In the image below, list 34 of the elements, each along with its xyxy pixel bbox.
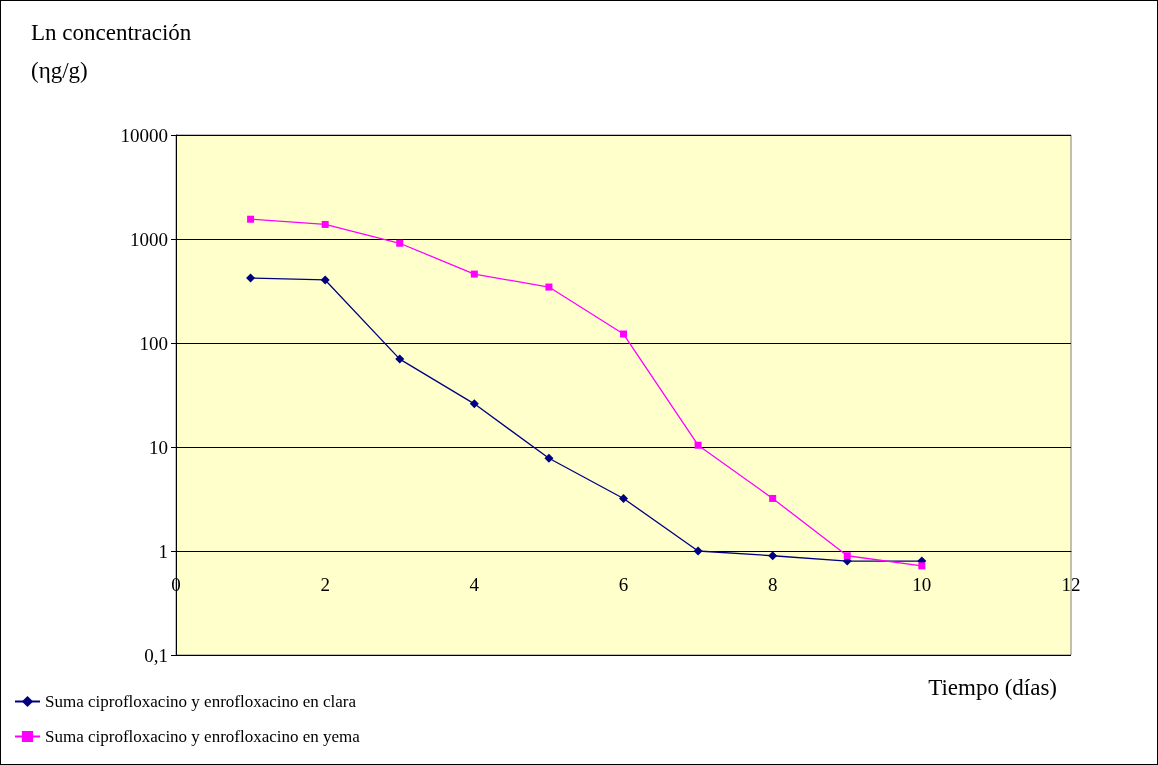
point: [694, 441, 702, 449]
x-tick-label: 8: [767, 574, 778, 595]
point: [545, 283, 553, 291]
point: [769, 494, 777, 502]
point: [320, 275, 330, 285]
point: [470, 270, 478, 278]
y-tick-label: 0,1: [144, 644, 168, 666]
point: [395, 354, 405, 364]
x-tick-label: 10: [912, 574, 932, 595]
legend-label: Suma ciprofloxacino y enrofloxacino en yema: [45, 727, 361, 746]
y-tick-label: 1: [158, 540, 168, 562]
x-tick-label: 4: [469, 574, 480, 595]
y-axis-title: Ln concentración (ηg/g): [31, 19, 198, 83]
point: [843, 552, 851, 560]
point: [246, 273, 256, 283]
point: [544, 453, 554, 463]
point: [768, 551, 778, 561]
x-tick-label: 6: [618, 574, 629, 595]
point: [619, 493, 628, 503]
x-tick-label: 2: [320, 574, 330, 595]
legend-label: Suma ciprofloxacino y enrofloxacino en clara: [45, 692, 357, 711]
y-tick-label: 10: [149, 436, 168, 458]
point: [693, 546, 703, 556]
y-tick-label: 10000: [120, 124, 168, 146]
point: [247, 215, 255, 223]
y-tick-label: 100: [139, 332, 168, 354]
point: [620, 330, 627, 338]
x-axis-title: Tiempo (días): [928, 675, 1058, 700]
point: [396, 239, 404, 247]
point: [918, 562, 926, 570]
point: [321, 220, 329, 228]
point: [469, 399, 479, 409]
y-tick-label: 1000: [130, 228, 168, 250]
x-tick-label: 12: [1061, 574, 1081, 595]
